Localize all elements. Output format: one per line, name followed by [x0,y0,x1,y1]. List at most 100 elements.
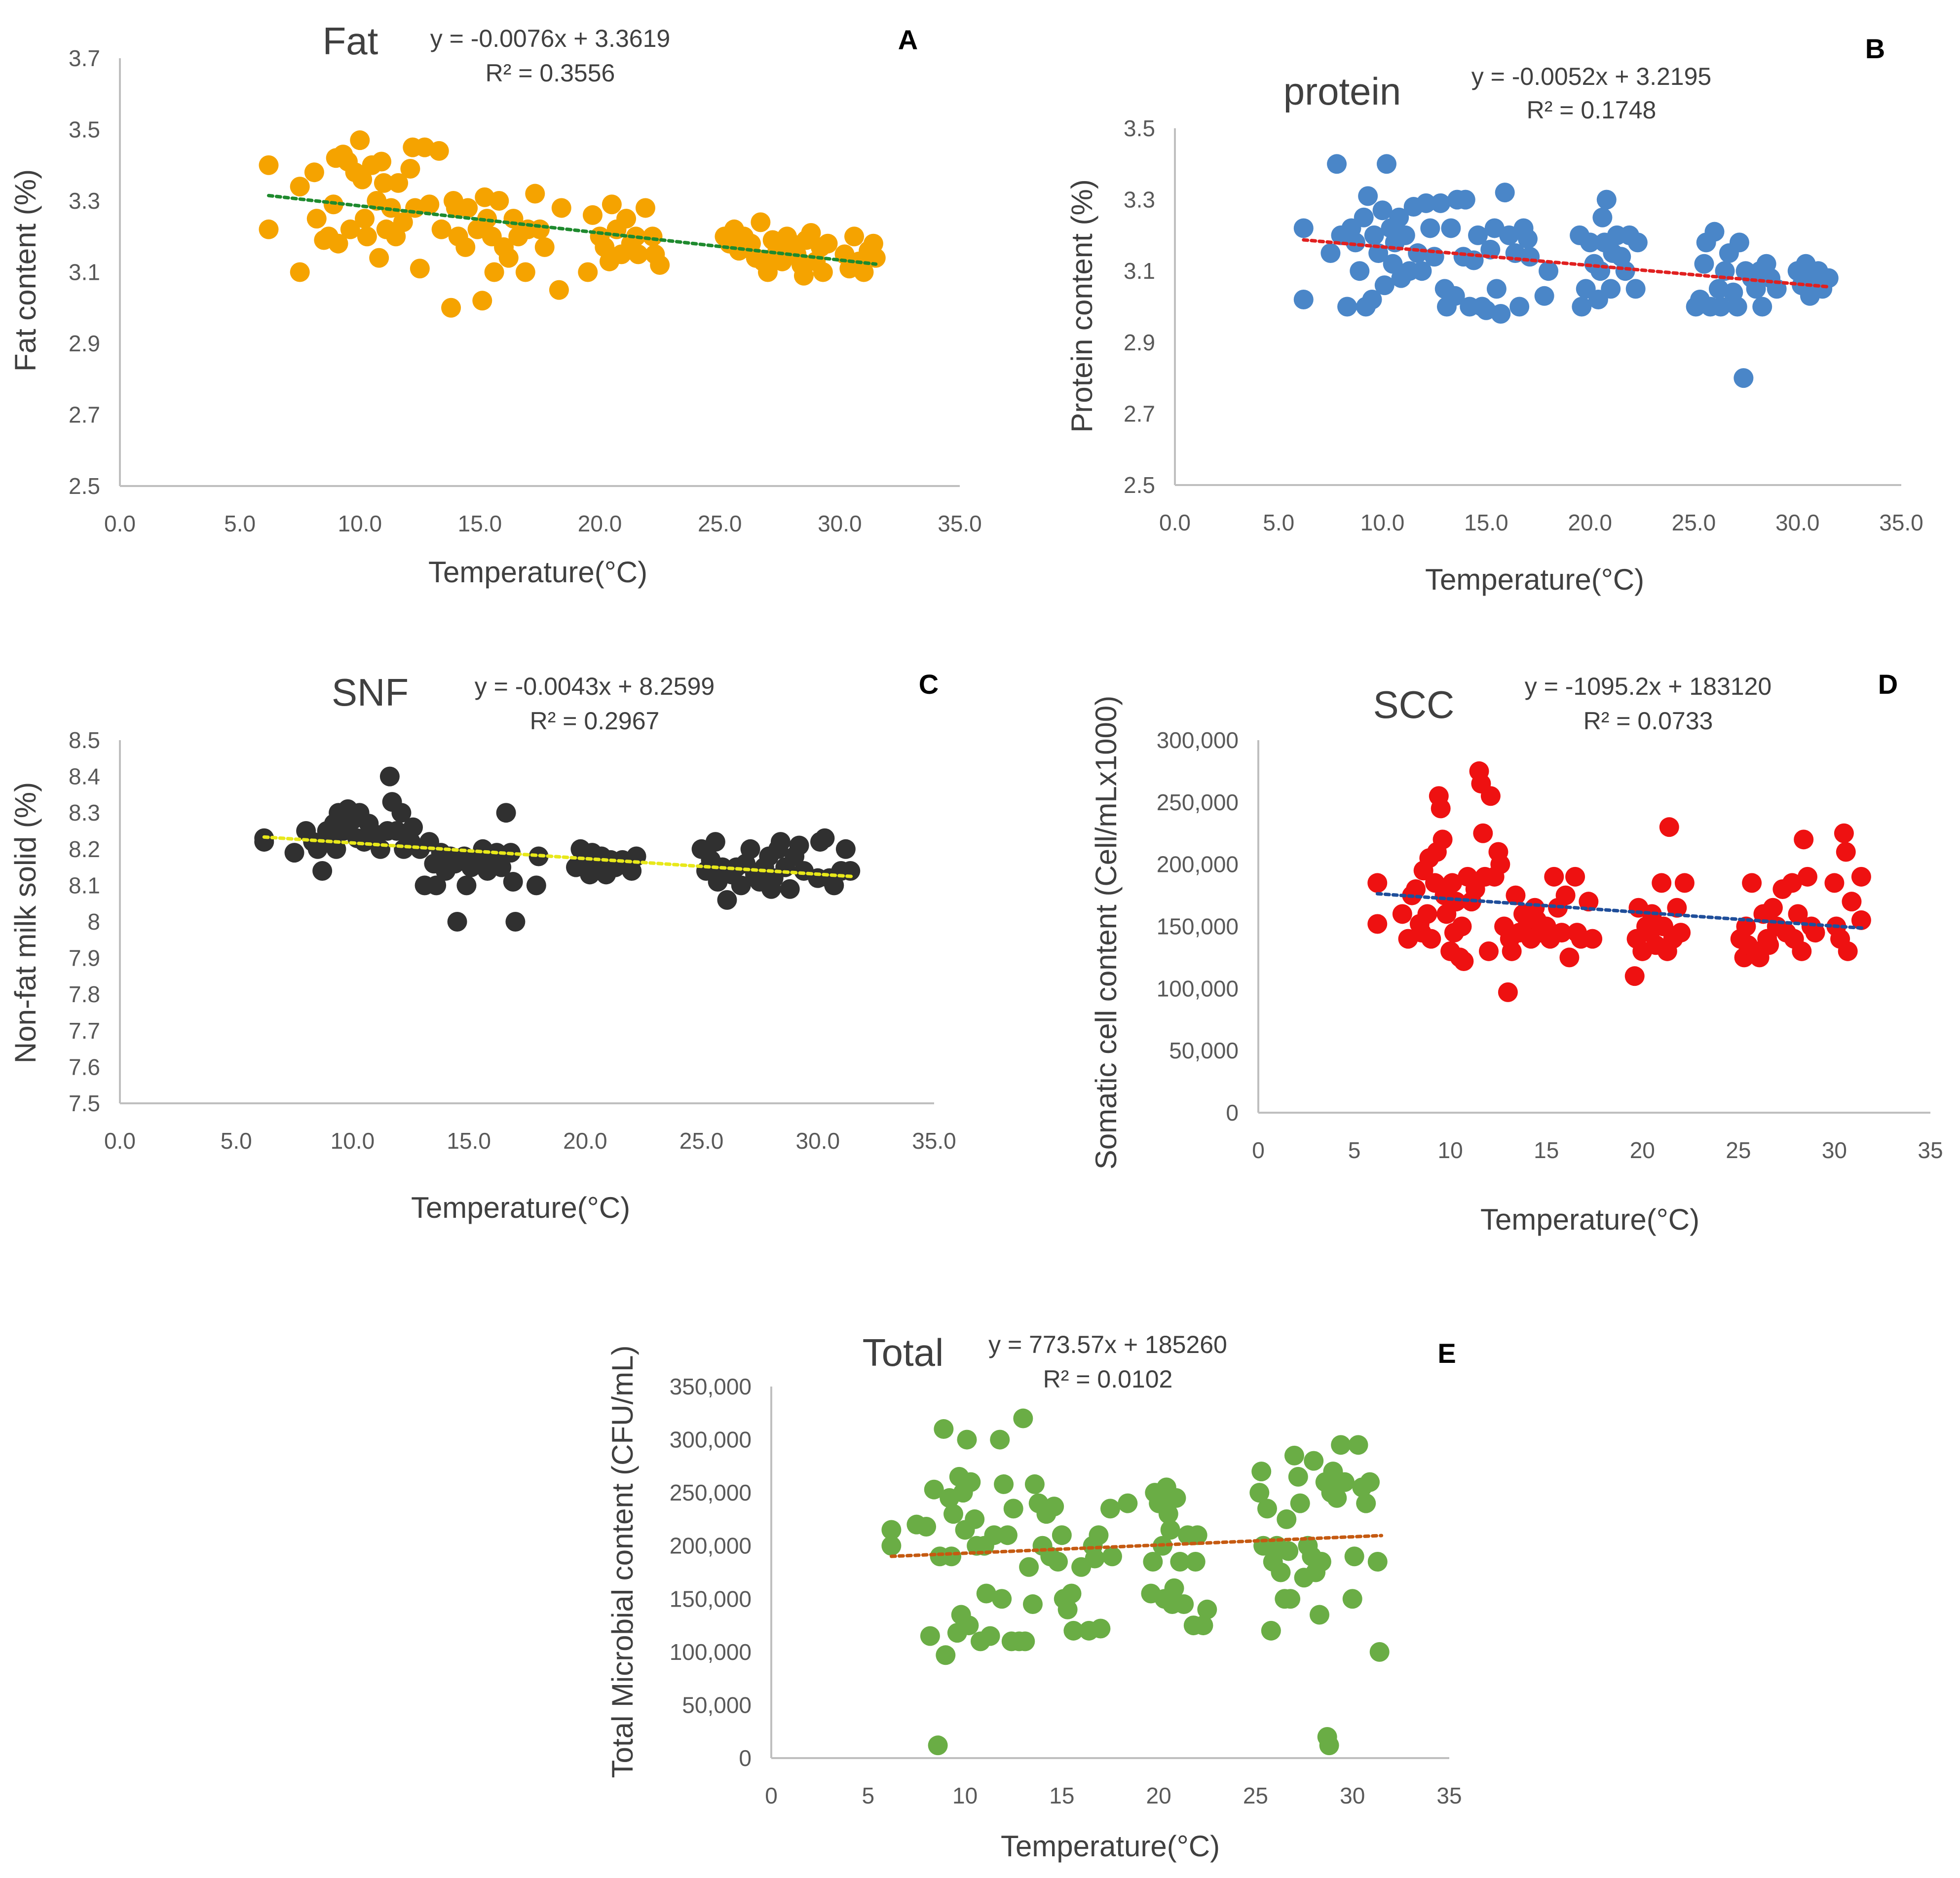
data-point [1304,1451,1324,1471]
y-tick-label: 300,000 [1157,727,1239,753]
data-point [1729,232,1749,253]
y-tick-label: 250,000 [670,1480,752,1505]
x-tick-label: 30.0 [818,511,862,536]
data-point [1421,929,1441,949]
y-tick-label: 200,000 [1157,852,1239,877]
data-point [1794,829,1814,850]
data-point [1625,279,1646,299]
data-point [1320,243,1341,263]
data-point [259,219,279,239]
data-point [1288,1466,1308,1487]
data-point [1551,923,1572,943]
data-point [961,1472,981,1492]
data-point [1392,904,1412,924]
data-point [1417,904,1437,924]
data-point [1659,817,1679,837]
data-point [551,198,571,218]
y-tick-label: 2.9 [1124,330,1155,355]
data-point [1383,254,1403,274]
data-point [1003,1499,1023,1519]
data-point [1742,873,1762,893]
data-point [1694,254,1714,274]
data-point [1319,1735,1339,1756]
data-point [1327,1488,1347,1508]
y-tick-label: 250,000 [1157,789,1239,815]
data-point [1364,225,1384,245]
data-point [1160,1520,1180,1540]
data-point [1311,1551,1331,1572]
data-point [1468,225,1488,245]
data-point [379,766,400,787]
chart-panel-fat: Fat y = -0.0076x + 3.3619 R² = 0.3556 A … [9,19,982,589]
data-point [835,839,856,859]
y-axis-label: Total Microbial content (CFU/mL) [606,1346,639,1778]
y-tick-label: 2.5 [1124,472,1155,498]
data-point [984,1525,1004,1545]
data-point [976,1583,996,1604]
data-point [642,226,663,247]
data-point [1495,183,1515,203]
data-point [1763,898,1783,918]
data-point [1406,879,1426,899]
data-point [505,912,526,932]
data-point [1431,193,1451,213]
data-point [1118,1493,1138,1513]
data-point [1851,910,1871,930]
data-point [1424,247,1444,267]
data-point [1019,1557,1039,1577]
data-point [388,173,409,193]
data-point [1327,154,1347,174]
data-point [1344,1546,1364,1567]
data-point [1446,892,1466,912]
x-tick-label: 15.0 [1464,510,1508,535]
y-tick-label: 50,000 [1169,1038,1239,1063]
data-point [1842,892,1862,912]
data-point [1464,250,1484,270]
data-point [1367,1551,1388,1572]
data-point [455,237,476,257]
x-axis-label: Temperature(°C) [1480,1203,1699,1236]
trendline [1302,238,1831,289]
r-squared-label: R² = 0.2967 [530,707,660,735]
panel-letter: D [1878,669,1898,700]
data-point [496,803,516,823]
y-tick-label: 3.5 [1124,115,1155,141]
data-point [751,212,771,232]
data-point [731,875,751,896]
data-point [456,875,477,896]
data-point [1431,798,1451,819]
data-point [866,248,886,268]
x-tick-label: 25 [1243,1783,1268,1808]
data-point [549,280,569,300]
data-point [458,198,478,218]
data-point [578,262,598,282]
data-point [1572,297,1592,317]
data-point [1369,1642,1390,1662]
trendline-equation: y = -0.0052x + 3.2195 [1471,63,1711,90]
data-point [1367,914,1388,934]
data-point [1491,303,1511,324]
panel-letter: C [919,669,939,700]
data-point [1473,823,1493,843]
r-squared-label: R² = 0.0733 [1583,707,1713,735]
data-point [369,248,389,268]
data-point [717,890,737,910]
x-axis-label: Temperature(°C) [428,556,647,589]
data-point [472,291,492,311]
data-point [1257,1499,1277,1519]
y-tick-label: 0 [1226,1100,1239,1126]
y-tick-label: 0 [739,1745,752,1771]
data-point [525,184,545,204]
data-point [1331,1435,1351,1455]
x-tick-label: 10 [1438,1137,1463,1163]
data-point [530,219,550,239]
data-point [1143,1551,1163,1572]
data-point [403,817,423,837]
data-point [1615,261,1635,281]
data-point [1044,1497,1064,1517]
data-point [1197,1599,1217,1619]
data-point [1520,247,1540,267]
x-tick-label: 5.0 [221,1128,252,1154]
x-axis-label: Temperature(°C) [1425,563,1644,596]
x-tick-label: 35.0 [1879,510,1923,535]
